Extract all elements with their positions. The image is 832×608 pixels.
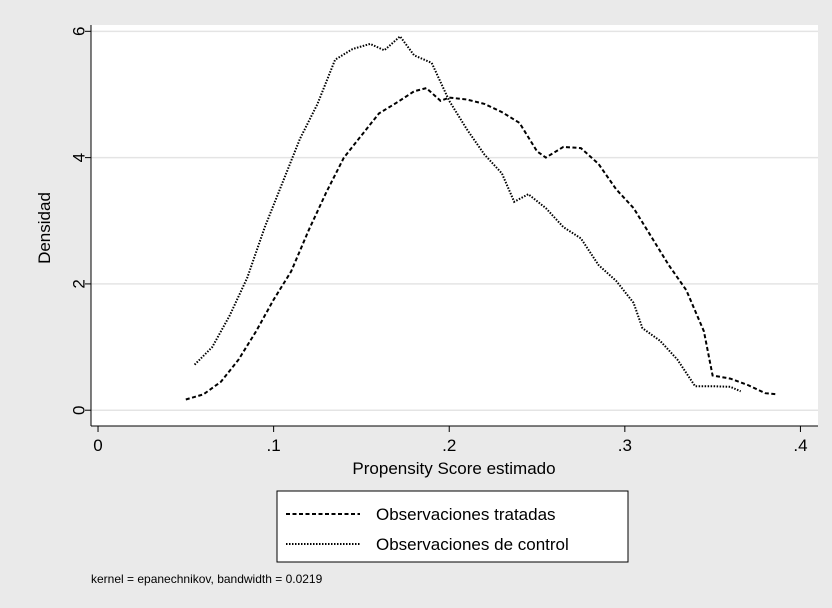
legend: Observaciones tratadas Observaciones de … [276,490,629,563]
series-line-control [193,34,742,393]
x-ticks: 0 .1 .2 .3 .4 [93,426,808,455]
y-axis-label: Densidad [35,192,54,264]
axes [90,25,818,427]
x-axis-label: Propensity Score estimado [352,459,555,478]
y-tick-label-1: 2 [70,279,89,288]
x-tick-label-4: .4 [793,436,807,455]
y-ticks: 0 2 4 6 [70,27,91,415]
x-tick-label-2: .2 [442,436,456,455]
legend-box [276,490,629,563]
series-layer [185,34,778,401]
x-tick-label-3: .3 [618,436,632,455]
plot-area [91,25,818,426]
legend-label-treated: Observaciones tratadas [376,505,556,524]
x-tick-label-1: .1 [267,436,281,455]
y-tick-label-3: 6 [70,27,89,36]
x-tick-label-0: 0 [93,436,102,455]
legend-label-control: Observaciones de control [376,535,569,554]
y-tick-label-2: 4 [70,153,89,162]
series-line-treated [185,86,778,401]
grid-lines [91,30,818,411]
y-tick-label-0: 0 [70,405,89,414]
kernel-note: kernel = epanechnikov, bandwidth = 0.021… [91,572,323,586]
